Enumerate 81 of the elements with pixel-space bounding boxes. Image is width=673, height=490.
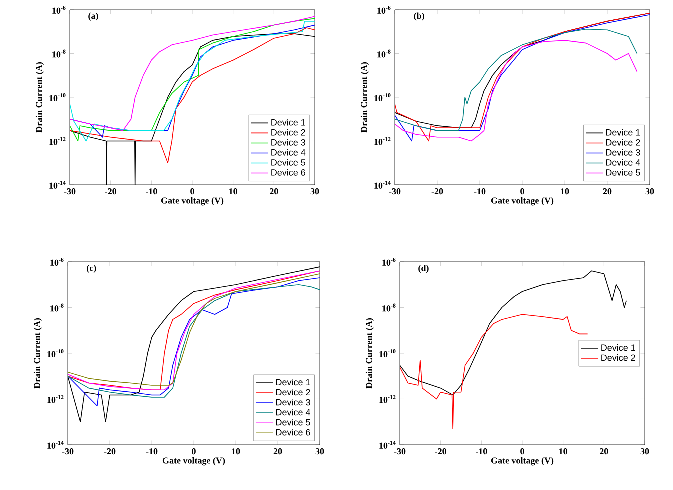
- x-tick-label: -20: [104, 448, 116, 455]
- legend-label: Device 1: [606, 129, 640, 136]
- legend-label: Device 3: [276, 399, 310, 406]
- y-tick-label: 10$^{-12}$: [374, 137, 391, 146]
- x-tick-label: -20: [435, 448, 446, 455]
- x-tick-label: 30: [640, 448, 650, 455]
- x-tick-label: 10: [560, 448, 568, 455]
- y-tick-label: 10$^{-12}$: [48, 395, 64, 404]
- y-tick-label: 10$^{-14}$: [48, 441, 64, 449]
- y-tick-label: 10$^{-12}$: [380, 395, 396, 404]
- line-series: [70, 28, 315, 164]
- legend-label: Device 1: [276, 379, 310, 386]
- x-tick-label: -30: [62, 448, 74, 455]
- x-tick-label: -30: [394, 448, 406, 455]
- y-axis-title: Drain Current (A): [360, 62, 370, 133]
- legend-label: Device 5: [606, 169, 640, 176]
- chart-title: (a): [88, 12, 98, 21]
- y-axis-title: Drain Current (A): [366, 318, 374, 389]
- x-tick-label: -30: [64, 188, 76, 195]
- legend-label: Device 6: [276, 429, 310, 436]
- y-tick-label: 10$^{-14}$: [50, 181, 66, 189]
- legend-label: Device 4: [272, 149, 306, 156]
- y-tick-label: 10$^{-8}$: [382, 304, 396, 312]
- legend-label: Device 6: [272, 169, 306, 176]
- legend-label: Device 3: [606, 149, 640, 156]
- x-tick-label: 10: [230, 188, 238, 195]
- y-tick-label: 10$^{-10}$: [380, 350, 396, 358]
- y-axis-title: Drain Current (A): [36, 62, 44, 133]
- legend-label: Device 5: [276, 419, 310, 426]
- y-tick-label: 10$^{-6}$: [378, 6, 391, 14]
- legend-label: Device 2: [276, 389, 310, 396]
- chart-title: (d): [418, 265, 429, 274]
- legend-label: Device 4: [606, 159, 640, 166]
- x-tick-label: 0: [190, 188, 194, 195]
- y-tick-label: 10$^{-8}$: [378, 50, 391, 58]
- legend-label: Device 2: [606, 139, 640, 146]
- y-tick-label: 10$^{-12}$: [50, 137, 66, 146]
- x-tick-label: 30: [310, 188, 320, 195]
- x-tick-label: -10: [146, 188, 158, 195]
- x-tick-label: 30: [646, 188, 654, 195]
- chart-title: (b): [414, 12, 424, 21]
- y-tick-label: 10$^{-14}$: [374, 181, 391, 189]
- x-tick-label: 20: [270, 188, 278, 195]
- x-tick-label: -10: [476, 448, 488, 455]
- y-tick-label: 10$^{-8}$: [52, 50, 66, 58]
- x-tick-label: -20: [105, 188, 116, 195]
- x-tick-label: 0: [520, 448, 524, 455]
- chart-title: (c): [87, 265, 96, 274]
- x-tick-label: -30: [389, 188, 401, 195]
- x-tick-label: 0: [192, 448, 196, 455]
- legend-label: Device 3: [272, 139, 306, 146]
- x-axis-title: Gate voltage (V): [161, 197, 224, 206]
- y-tick-label: 10$^{-10}$: [374, 94, 391, 102]
- y-tick-label: 10$^{-10}$: [48, 350, 64, 358]
- x-axis-title: Gate voltage (V): [491, 457, 554, 466]
- legend-label: Device 2: [272, 129, 306, 136]
- x-tick-label: 20: [600, 448, 608, 455]
- legend-label: Device 1: [272, 119, 306, 126]
- x-axis-title: Gate voltage (V): [162, 457, 226, 466]
- y-tick-label: 10$^{-8}$: [50, 304, 64, 312]
- x-axis-title: Gate voltage (V): [491, 197, 554, 206]
- legend-label: Device 4: [276, 409, 310, 416]
- x-tick-label: 20: [274, 448, 282, 455]
- legend-label: Device 2: [602, 354, 636, 362]
- x-tick-label: 30: [316, 448, 324, 455]
- y-tick-label: 10$^{-14}$: [380, 441, 396, 449]
- y-tick-label: 10$^{-6}$: [50, 258, 64, 266]
- y-tick-label: 10$^{-6}$: [382, 258, 396, 266]
- x-tick-label: -10: [146, 448, 158, 455]
- legend-label: Device 5: [272, 159, 306, 166]
- x-tick-label: 10: [232, 448, 240, 455]
- y-axis-title: Drain Current (A): [34, 318, 42, 389]
- x-tick-label: 20: [603, 188, 612, 195]
- legend-label: Device 1: [602, 344, 636, 352]
- x-tick-label: -10: [474, 188, 486, 195]
- x-tick-label: 0: [520, 188, 524, 195]
- y-tick-label: 10$^{-10}$: [50, 94, 66, 102]
- x-tick-label: 10: [561, 188, 570, 195]
- y-tick-label: 10$^{-6}$: [52, 6, 66, 14]
- x-tick-label: -20: [432, 188, 444, 195]
- line-series: [400, 314, 588, 430]
